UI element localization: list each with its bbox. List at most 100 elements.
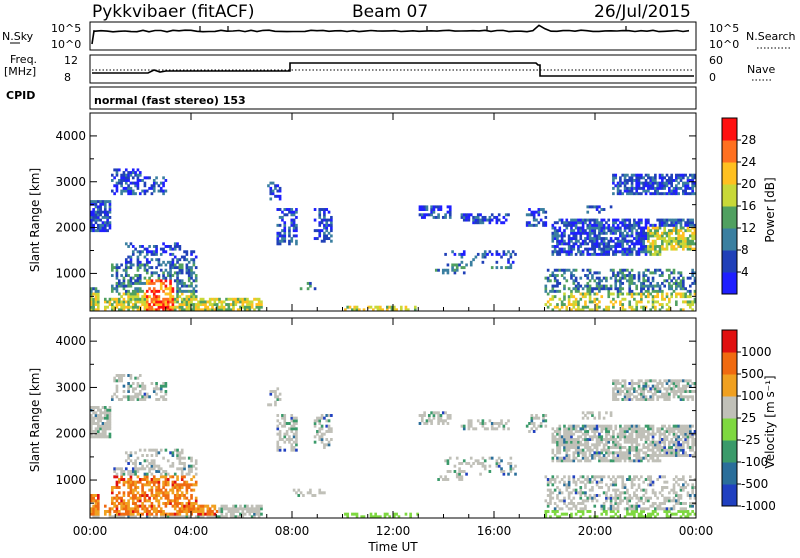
power-cell <box>470 263 473 266</box>
power-cell <box>661 174 664 177</box>
velocity-cell <box>572 505 575 508</box>
power-cell <box>670 174 673 177</box>
velocity-cell <box>614 387 617 390</box>
power-cell <box>151 290 154 293</box>
velocity-cell <box>675 435 678 438</box>
velocity-cell <box>654 379 657 382</box>
velocity-cell <box>190 483 193 486</box>
velocity-cell <box>132 473 135 476</box>
velocity-cell <box>162 457 165 460</box>
velocity-cell <box>666 507 669 510</box>
power-cell <box>130 192 133 195</box>
power-cell <box>232 298 235 301</box>
velocity-cell <box>675 438 678 441</box>
velocity-cell <box>656 507 659 510</box>
velocity-cell <box>656 478 659 481</box>
velocity-cell <box>99 427 102 430</box>
power-cell <box>687 248 690 251</box>
velocity-cell <box>647 379 650 382</box>
power-cell <box>489 219 492 222</box>
power-cell <box>174 306 177 309</box>
power-cell <box>600 237 603 240</box>
power-cell <box>141 290 144 293</box>
power-cell <box>593 219 596 222</box>
velocity-cell <box>92 430 95 433</box>
power-cell <box>684 190 687 193</box>
velocity-cell <box>554 430 557 433</box>
velocity-cell <box>174 507 177 510</box>
power-cell <box>97 219 100 222</box>
velocity-cell <box>684 454 687 457</box>
velocity-cell <box>207 510 210 513</box>
velocity-cell <box>642 398 645 401</box>
velocity-cell <box>181 467 184 470</box>
velocity-cell <box>92 507 95 510</box>
power-cell <box>631 253 634 256</box>
power-cell <box>638 250 641 253</box>
power-cell <box>179 263 182 266</box>
power-cell <box>558 242 561 245</box>
velocity-cell <box>158 398 161 401</box>
velocity-cell <box>92 411 95 414</box>
power-cell <box>621 232 624 235</box>
power-cell <box>612 187 615 190</box>
power-cell <box>130 190 133 193</box>
power-cell <box>656 269 659 272</box>
velocity-cell <box>572 481 575 484</box>
velocity-cell <box>503 470 506 473</box>
power-cell <box>684 293 687 296</box>
power-cell <box>421 208 424 211</box>
velocity-cell <box>682 451 685 454</box>
power-cell <box>617 290 620 293</box>
power-cell <box>675 295 678 298</box>
power-cell <box>318 221 321 224</box>
power-cell <box>195 279 198 282</box>
velocity-cell <box>600 507 603 510</box>
power-cell <box>468 213 471 216</box>
velocity-cell <box>565 435 568 438</box>
power-cell <box>169 274 172 277</box>
velocity-cell <box>514 473 517 476</box>
power-cell <box>109 203 112 206</box>
velocity-cell <box>134 486 137 489</box>
power-cell <box>160 182 163 185</box>
velocity-cell <box>652 395 655 398</box>
velocity-cell <box>561 491 564 494</box>
power-cell <box>633 248 636 251</box>
velocity-cell <box>654 446 657 449</box>
velocity-cell <box>626 425 629 428</box>
power-cell <box>563 224 566 227</box>
power-cell <box>638 227 641 230</box>
velocity-cell <box>684 435 687 438</box>
velocity-cell <box>638 486 641 489</box>
velocity-cell <box>130 385 133 388</box>
velocity-cell <box>563 449 566 452</box>
power-cell <box>596 237 599 240</box>
velocity-cell <box>617 435 620 438</box>
velocity-cell <box>551 438 554 441</box>
power-cell <box>116 168 119 171</box>
power-cell <box>612 229 615 232</box>
velocity-cell <box>318 489 321 492</box>
velocity-cell <box>104 427 107 430</box>
velocity-cell <box>645 379 648 382</box>
power-cell <box>638 224 641 227</box>
power-cell <box>633 227 636 230</box>
velocity-cell <box>255 510 258 513</box>
power-cell <box>575 253 578 256</box>
velocity-cell <box>568 457 571 460</box>
velocity-cell <box>645 382 648 385</box>
power-cell <box>663 240 666 243</box>
velocity-cell <box>673 478 676 481</box>
power-cell <box>579 298 582 301</box>
velocity-cell <box>461 475 464 478</box>
velocity-cell <box>607 475 610 478</box>
power-cell <box>130 242 133 245</box>
power-cell <box>500 221 503 224</box>
power-cell <box>216 303 219 306</box>
velocity-cell <box>563 435 566 438</box>
power-cell <box>570 245 573 248</box>
velocity-cell <box>568 441 571 444</box>
power-cell <box>153 287 156 290</box>
velocity-cell <box>235 510 238 513</box>
